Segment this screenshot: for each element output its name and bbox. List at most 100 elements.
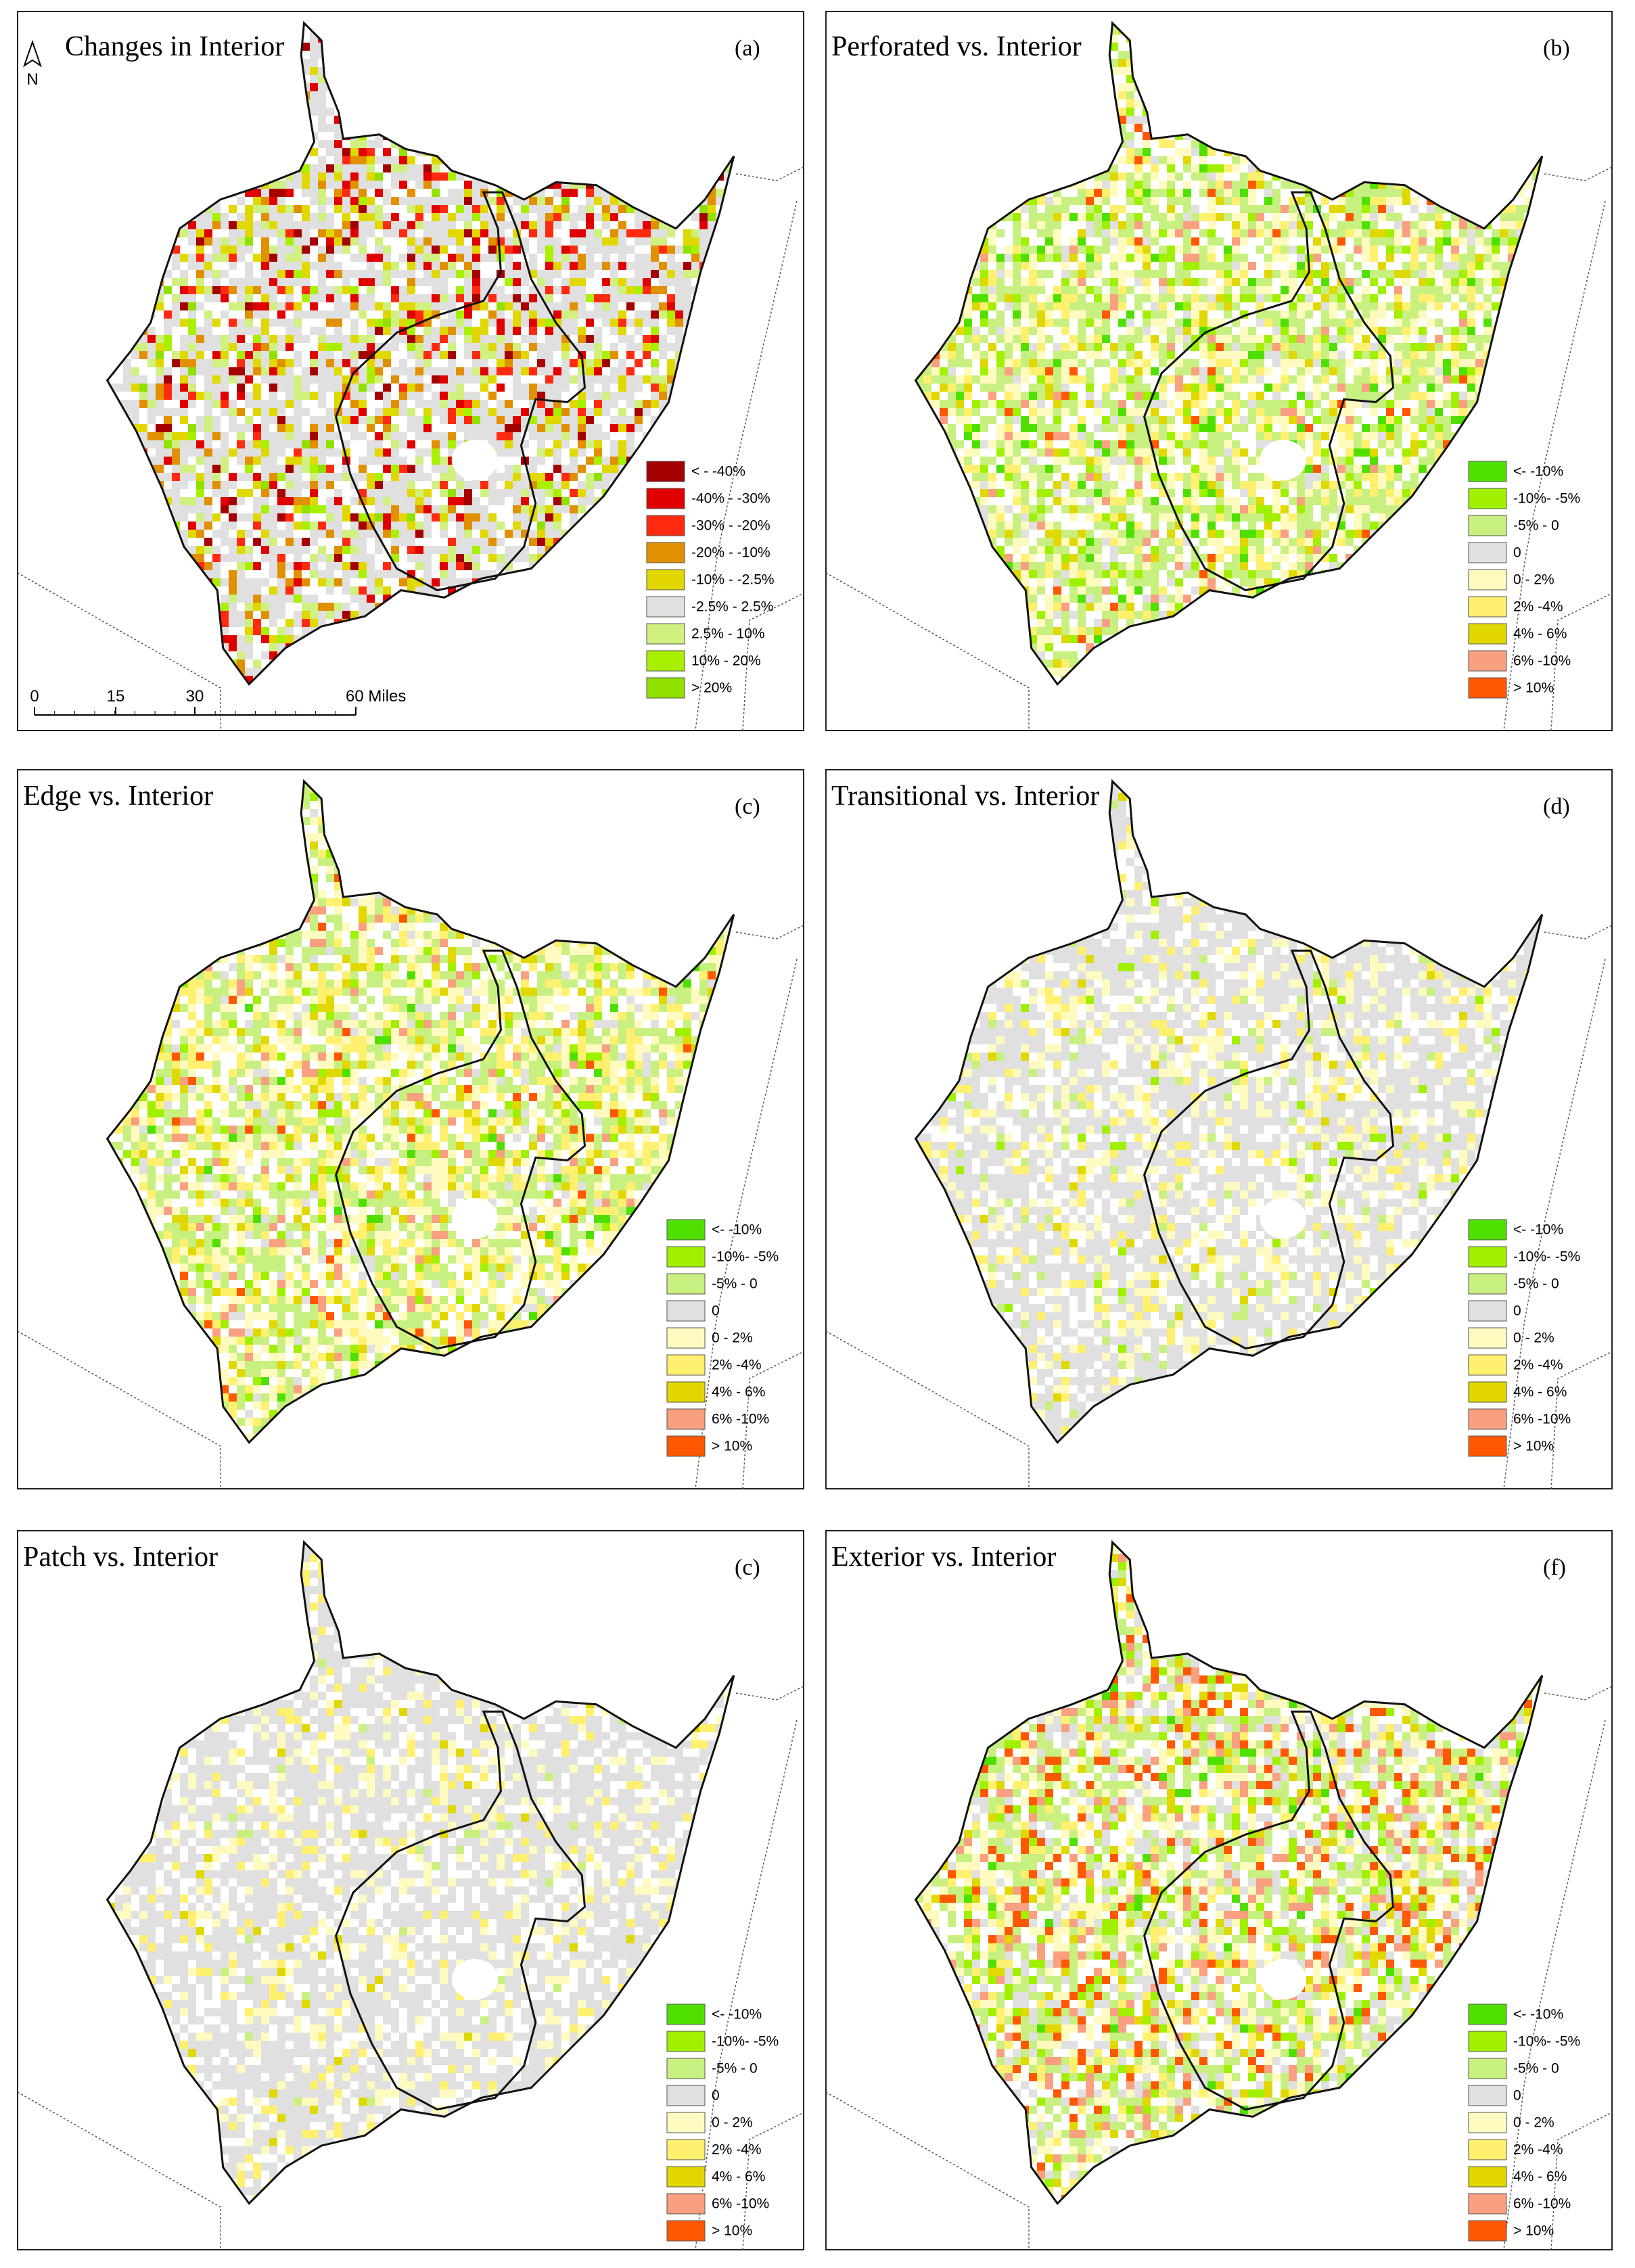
map-cell [359, 408, 367, 416]
map-cell [480, 367, 488, 375]
map-cell [310, 603, 318, 611]
map-cell [545, 319, 553, 327]
map-cell [537, 310, 545, 319]
map-cell [423, 246, 432, 254]
map-cell [245, 424, 253, 432]
map-cell [659, 375, 667, 384]
map-cell [359, 164, 367, 172]
map-cell [245, 286, 253, 294]
map-cell [448, 400, 456, 408]
map-cell [586, 205, 594, 213]
map-cell [310, 440, 318, 448]
map-cell [570, 189, 578, 197]
map-cell [294, 424, 302, 432]
map-cell [196, 448, 204, 457]
map-cell [196, 522, 204, 530]
map-cell [497, 416, 505, 424]
map-cell [497, 440, 505, 448]
map-cell [318, 522, 326, 530]
map-cell [375, 432, 383, 440]
map-cell [334, 205, 342, 213]
map-cell [212, 448, 221, 457]
map-cell [334, 197, 342, 205]
map-cell [391, 538, 399, 546]
map-cell [204, 448, 212, 457]
map-cell [432, 164, 440, 172]
map-cell [253, 254, 261, 262]
map-cell [472, 392, 480, 400]
map-cell [318, 254, 326, 262]
map-cell [350, 416, 359, 424]
map-cell [196, 270, 204, 278]
map-cell [480, 375, 488, 384]
map-cell [204, 343, 212, 351]
map-cell [253, 392, 261, 400]
map-cell [229, 619, 237, 627]
map-cell [488, 416, 497, 424]
map-cell [212, 562, 221, 570]
map-cell [342, 505, 350, 513]
map-cell [359, 489, 367, 497]
map-cell [618, 359, 626, 367]
map-cell [196, 246, 204, 254]
map-cell [610, 213, 618, 221]
map-cell [367, 181, 375, 189]
map-cell [561, 262, 570, 270]
map-cell [480, 351, 488, 359]
map-cell [618, 335, 626, 343]
map-cell [367, 570, 375, 578]
map-cell [399, 522, 407, 530]
map-cell [602, 400, 610, 408]
map-cell [229, 538, 237, 546]
map-cell [472, 400, 480, 408]
map-cell [570, 513, 578, 522]
map-cell [488, 335, 497, 343]
map-cell [578, 367, 586, 375]
map-cell [326, 172, 334, 181]
map-cell [675, 286, 683, 294]
map-cell [667, 359, 675, 367]
map-cell [164, 457, 172, 465]
map-cell [545, 229, 553, 237]
map-cell [602, 432, 610, 440]
map-cell [204, 465, 212, 473]
map-cell [651, 246, 659, 254]
map-cell [586, 440, 594, 448]
map-cell [359, 351, 367, 359]
map-cell [537, 359, 545, 367]
map-cell [659, 302, 667, 310]
map-cell [212, 384, 221, 392]
map-cell [456, 205, 464, 213]
map-cell [586, 367, 594, 375]
map-cell [594, 473, 602, 481]
map-cell [367, 489, 375, 497]
map-cell [253, 595, 261, 603]
map-cell [610, 319, 618, 327]
map-cell [440, 367, 448, 375]
map-cell [294, 302, 302, 310]
map-cell [391, 505, 399, 513]
map-cell [180, 416, 188, 424]
map-cell [204, 270, 212, 278]
map-cell [253, 327, 261, 335]
map-cell [359, 432, 367, 440]
map-cell [318, 189, 326, 197]
map-cell [561, 432, 570, 440]
map-cell [423, 351, 432, 359]
map-cell [497, 538, 505, 546]
map-cell [269, 189, 277, 197]
map-cell [423, 359, 432, 367]
map-cell [513, 505, 521, 513]
map-cell [342, 278, 350, 286]
map-cell [626, 229, 635, 237]
map-cell [440, 319, 448, 327]
map-cell [399, 294, 407, 302]
map-cell [464, 213, 472, 221]
map-cell [164, 448, 172, 457]
map-cell [553, 457, 561, 465]
map-cell [310, 611, 318, 619]
map-cell [342, 562, 350, 570]
map-cell [505, 270, 513, 278]
map-cell [440, 270, 448, 278]
map-cell [667, 262, 675, 270]
